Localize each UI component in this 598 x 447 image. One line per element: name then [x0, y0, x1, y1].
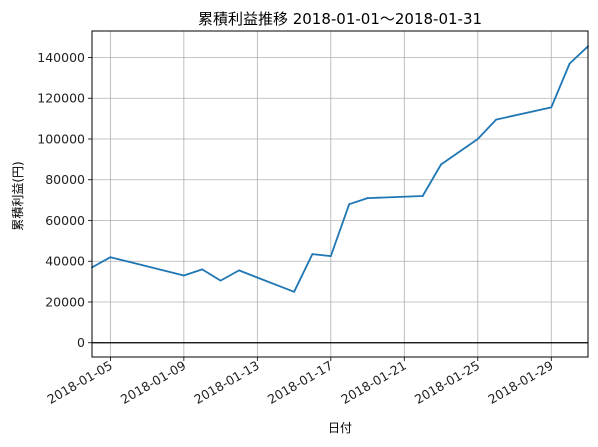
y-tick-label: 20000 — [45, 294, 85, 309]
data-point — [495, 118, 498, 121]
data-point — [348, 203, 351, 206]
y-tick-label: 40000 — [45, 254, 85, 269]
x-tick-label: 2018-01-29 — [485, 358, 555, 407]
y-tick-label: 100000 — [37, 131, 85, 146]
data-point — [329, 255, 332, 258]
grid — [92, 31, 588, 357]
data-point — [311, 253, 314, 256]
y-tick-label: 120000 — [37, 91, 85, 106]
data-point — [366, 197, 369, 199]
y-tick-label: 60000 — [45, 213, 85, 228]
plot-frame — [91, 30, 589, 358]
data-point — [440, 163, 442, 166]
x-tick-label: 2018-01-17 — [265, 358, 335, 407]
data-point — [201, 268, 204, 271]
x-tick-label: 2018-01-25 — [412, 358, 482, 407]
data-point — [219, 279, 222, 282]
data-point — [182, 274, 185, 277]
data-point — [293, 290, 295, 293]
x-ticks: 2018-01-05 2018-01-09 2018-01-13 2018-01-17… — [44, 357, 556, 407]
series-line — [91, 45, 589, 293]
data-point — [109, 256, 112, 259]
y-ticks: 0 20000 40000 60000 80000 100000 120000 140000 — [37, 50, 92, 350]
series-group — [91, 45, 589, 293]
data-point — [550, 106, 553, 109]
chart-title: 累積利益推移 2018-01-01〜2018-01-31 — [198, 10, 482, 28]
x-tick-label: 2018-01-21 — [338, 358, 408, 407]
y-tick-label: 0 — [77, 335, 85, 350]
data-point — [238, 269, 240, 272]
data-point — [568, 62, 571, 65]
x-tick-label: 2018-01-13 — [191, 358, 261, 407]
x-tick-label: 2018-01-09 — [118, 358, 188, 407]
y-tick-label: 140000 — [37, 50, 85, 65]
y-tick-label: 80000 — [45, 172, 85, 187]
x-tick-label: 2018-01-05 — [44, 358, 114, 407]
y-axis-label: 累積利益(円) — [10, 161, 25, 230]
data-point — [421, 195, 424, 197]
data-point — [476, 138, 479, 140]
x-axis-label: 日付 — [328, 421, 352, 435]
